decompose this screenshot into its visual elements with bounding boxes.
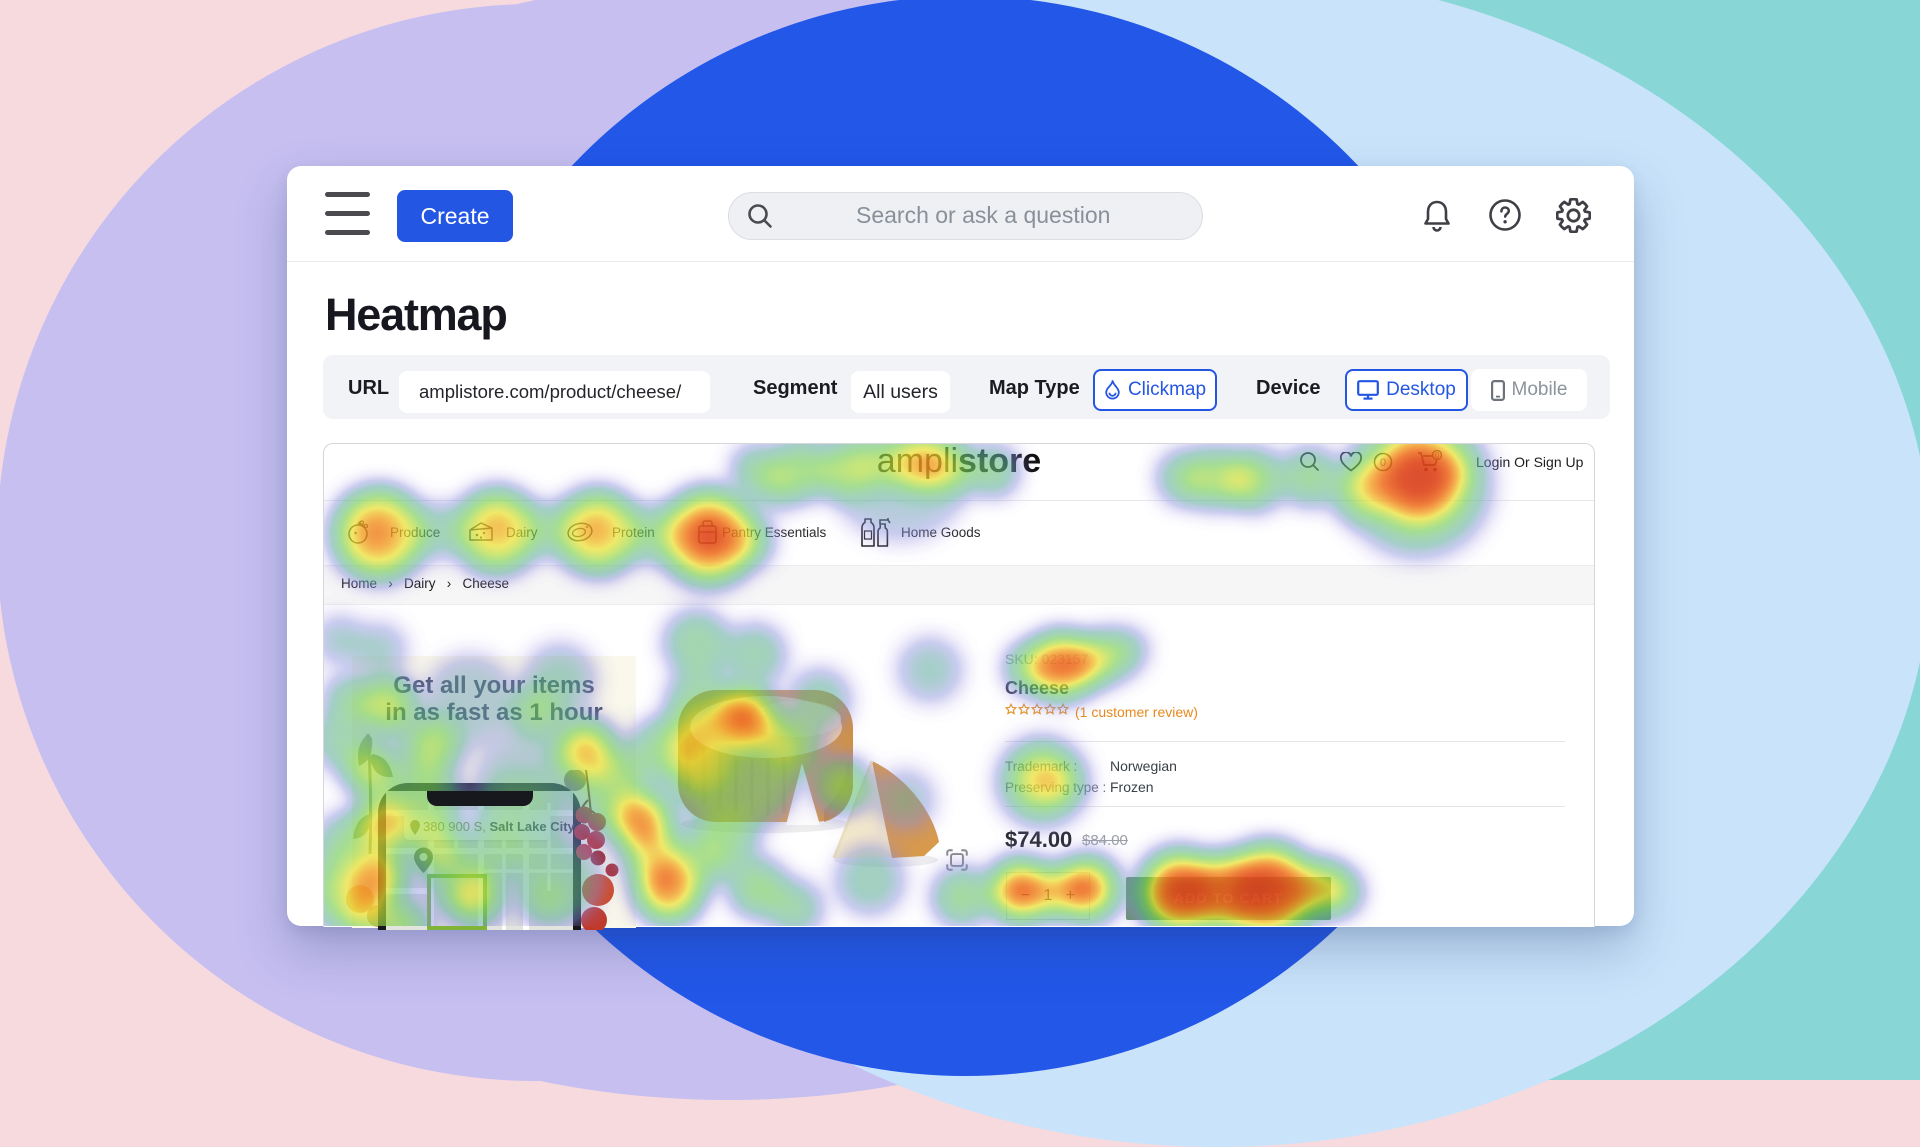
svg-text:0: 0 bbox=[1435, 451, 1440, 460]
svg-text:0: 0 bbox=[1380, 457, 1386, 469]
